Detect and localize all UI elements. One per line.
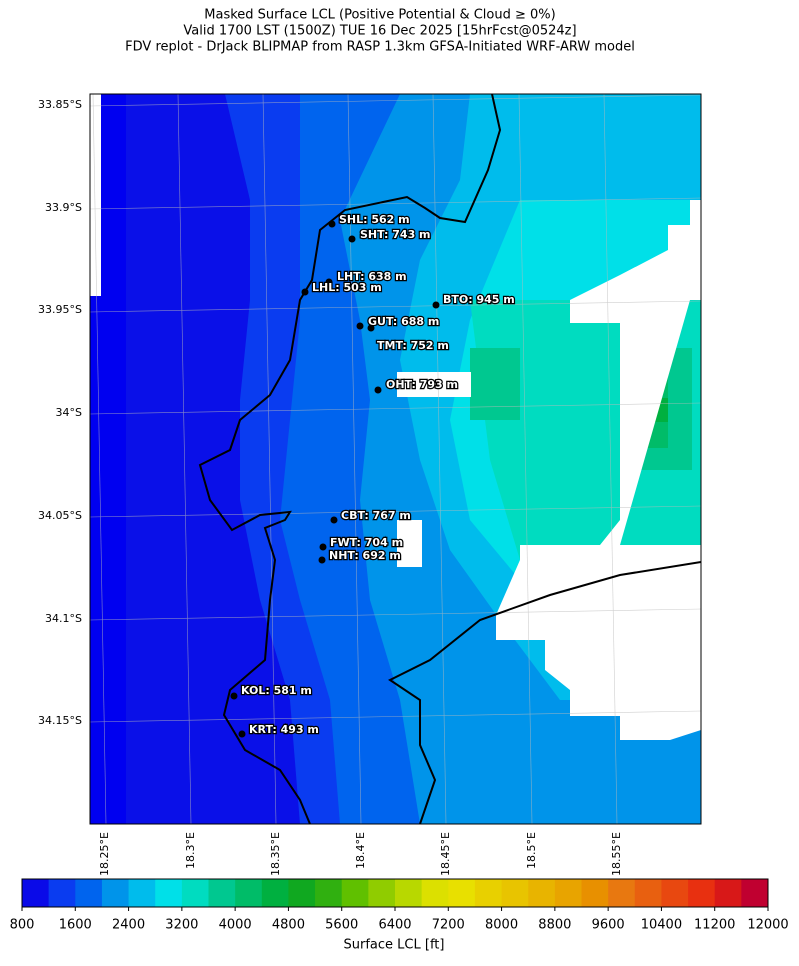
station-label: OHT: 793 m [386,378,458,391]
coastline [198,94,701,824]
colorbar-bin [128,879,156,907]
colorbar-bin [22,879,50,907]
station-label: LHL: 503 m [312,281,382,294]
station-label: GUT: 688 m [368,315,439,328]
colorbar-tick-label: 3200 [165,918,198,933]
station-label: TMT: 752 m [377,339,449,352]
colorbar-tick-label: 7200 [432,918,465,933]
colorbar-bin [554,879,582,907]
mask [496,200,701,740]
colorbar-bin [714,879,742,907]
lon-label: 18.5°E [525,832,538,869]
lon-label: 18.4°E [354,832,367,869]
lon-label: 18.3°E [184,832,197,869]
colorbar-tick-label: 10400 [641,918,682,933]
lat-label: 33.85°S [38,98,82,111]
map: SHL: 562 m SHT: 743 m LHT: 638 m LHL: 50… [89,93,702,825]
mask [90,94,101,296]
colorbar-bin [395,879,423,907]
colorbar-bin [261,879,289,907]
station-dot [319,543,327,551]
colorbar-bin [741,879,769,907]
colorbar-bin [474,879,503,907]
lat-label: 34.1°S [45,612,82,625]
title-line: Masked Surface LCL (Positive Potential &… [204,8,555,23]
colorbar-bin [581,879,609,907]
station-label: NHT: 692 m [329,549,401,562]
station-dot [230,692,238,700]
station-label: CBT: 767 m [341,509,411,522]
lat-label: 34°S [56,406,82,419]
colorbar-tick-label: 9600 [592,918,625,933]
raster [470,348,520,420]
colorbar-bin [501,879,529,907]
station-label: KOL: 581 m [241,684,312,697]
lat-label: 34.15°S [38,714,82,727]
colorbar-bin [688,879,716,907]
title-line: Valid 1700 LST (1500Z) TUE 16 Dec 2025 [… [183,24,576,39]
colorbar-bin [155,879,183,907]
station-dot [325,278,333,286]
station-label: BTO: 945 m [443,293,515,306]
colorbar-bin [101,879,130,907]
station-dot [367,324,375,332]
colorbar-bin [288,879,316,907]
station-label: FWT: 704 m [330,536,403,549]
lon-label: 18.35°E [269,832,282,876]
colorbar-tick-label: 8800 [538,918,571,933]
colorbar-bin [235,879,263,907]
colorbar-tick-label: 2400 [112,918,145,933]
colorbar-bin [208,879,236,907]
map-frame [89,93,702,825]
lon-label: 18.55°E [610,832,623,876]
colorbar-bin [528,879,556,907]
mask [397,372,471,397]
colorbar-bin [661,879,689,907]
colorbar-tick-label: 4000 [219,918,252,933]
lon-label: 18.45°E [439,832,452,876]
station-dot [318,556,326,564]
colorbar-bin [421,879,449,907]
colorbar-label: Surface LCL [ft] [344,938,445,953]
colorbar-bin [448,879,476,907]
colorbar-tick-label: 8000 [485,918,518,933]
colorbar-tick-label: 11200 [694,918,735,933]
colorbar-tick-label: 1600 [59,918,92,933]
colorbar-bin [368,879,396,907]
colorbar-bin [75,879,103,907]
colorbar-tick-label: 12000 [747,918,788,933]
colorbar-tick-label: 5600 [325,918,358,933]
colorbar-tick-label: 6400 [378,918,411,933]
station-label: KRT: 493 m [249,723,319,736]
station-dot [356,322,364,330]
colorbar-tick-label: 4800 [272,918,305,933]
station-dot [348,235,356,243]
colorbar-bin [608,879,636,907]
station-label: SHL: 562 m [339,213,410,226]
lon-label: 18.25°E [98,832,111,876]
colorbar-bin [315,879,343,907]
station-label: SHT: 743 m [360,228,431,241]
colorbar-bin [48,879,76,907]
colorbar-bin [181,879,209,907]
colorbar-bin [341,879,369,907]
station-dot [330,516,338,524]
station-dot [374,386,382,394]
lat-label: 33.9°S [45,201,82,214]
mask [397,520,422,567]
station-label: LHT: 638 m [337,270,407,283]
lat-label: 33.95°S [38,303,82,316]
colorbar-tick-label: 800 [10,918,35,933]
station-dot [238,730,246,738]
title-line: FDV replot - DrJack BLIPMAP from RASP 1.… [125,40,635,55]
graticule [90,94,701,824]
colorbar-bin [634,879,662,907]
station-dot [432,301,440,309]
lat-label: 34.05°S [38,509,82,522]
station-dot [301,288,309,296]
station-dot [328,220,336,228]
